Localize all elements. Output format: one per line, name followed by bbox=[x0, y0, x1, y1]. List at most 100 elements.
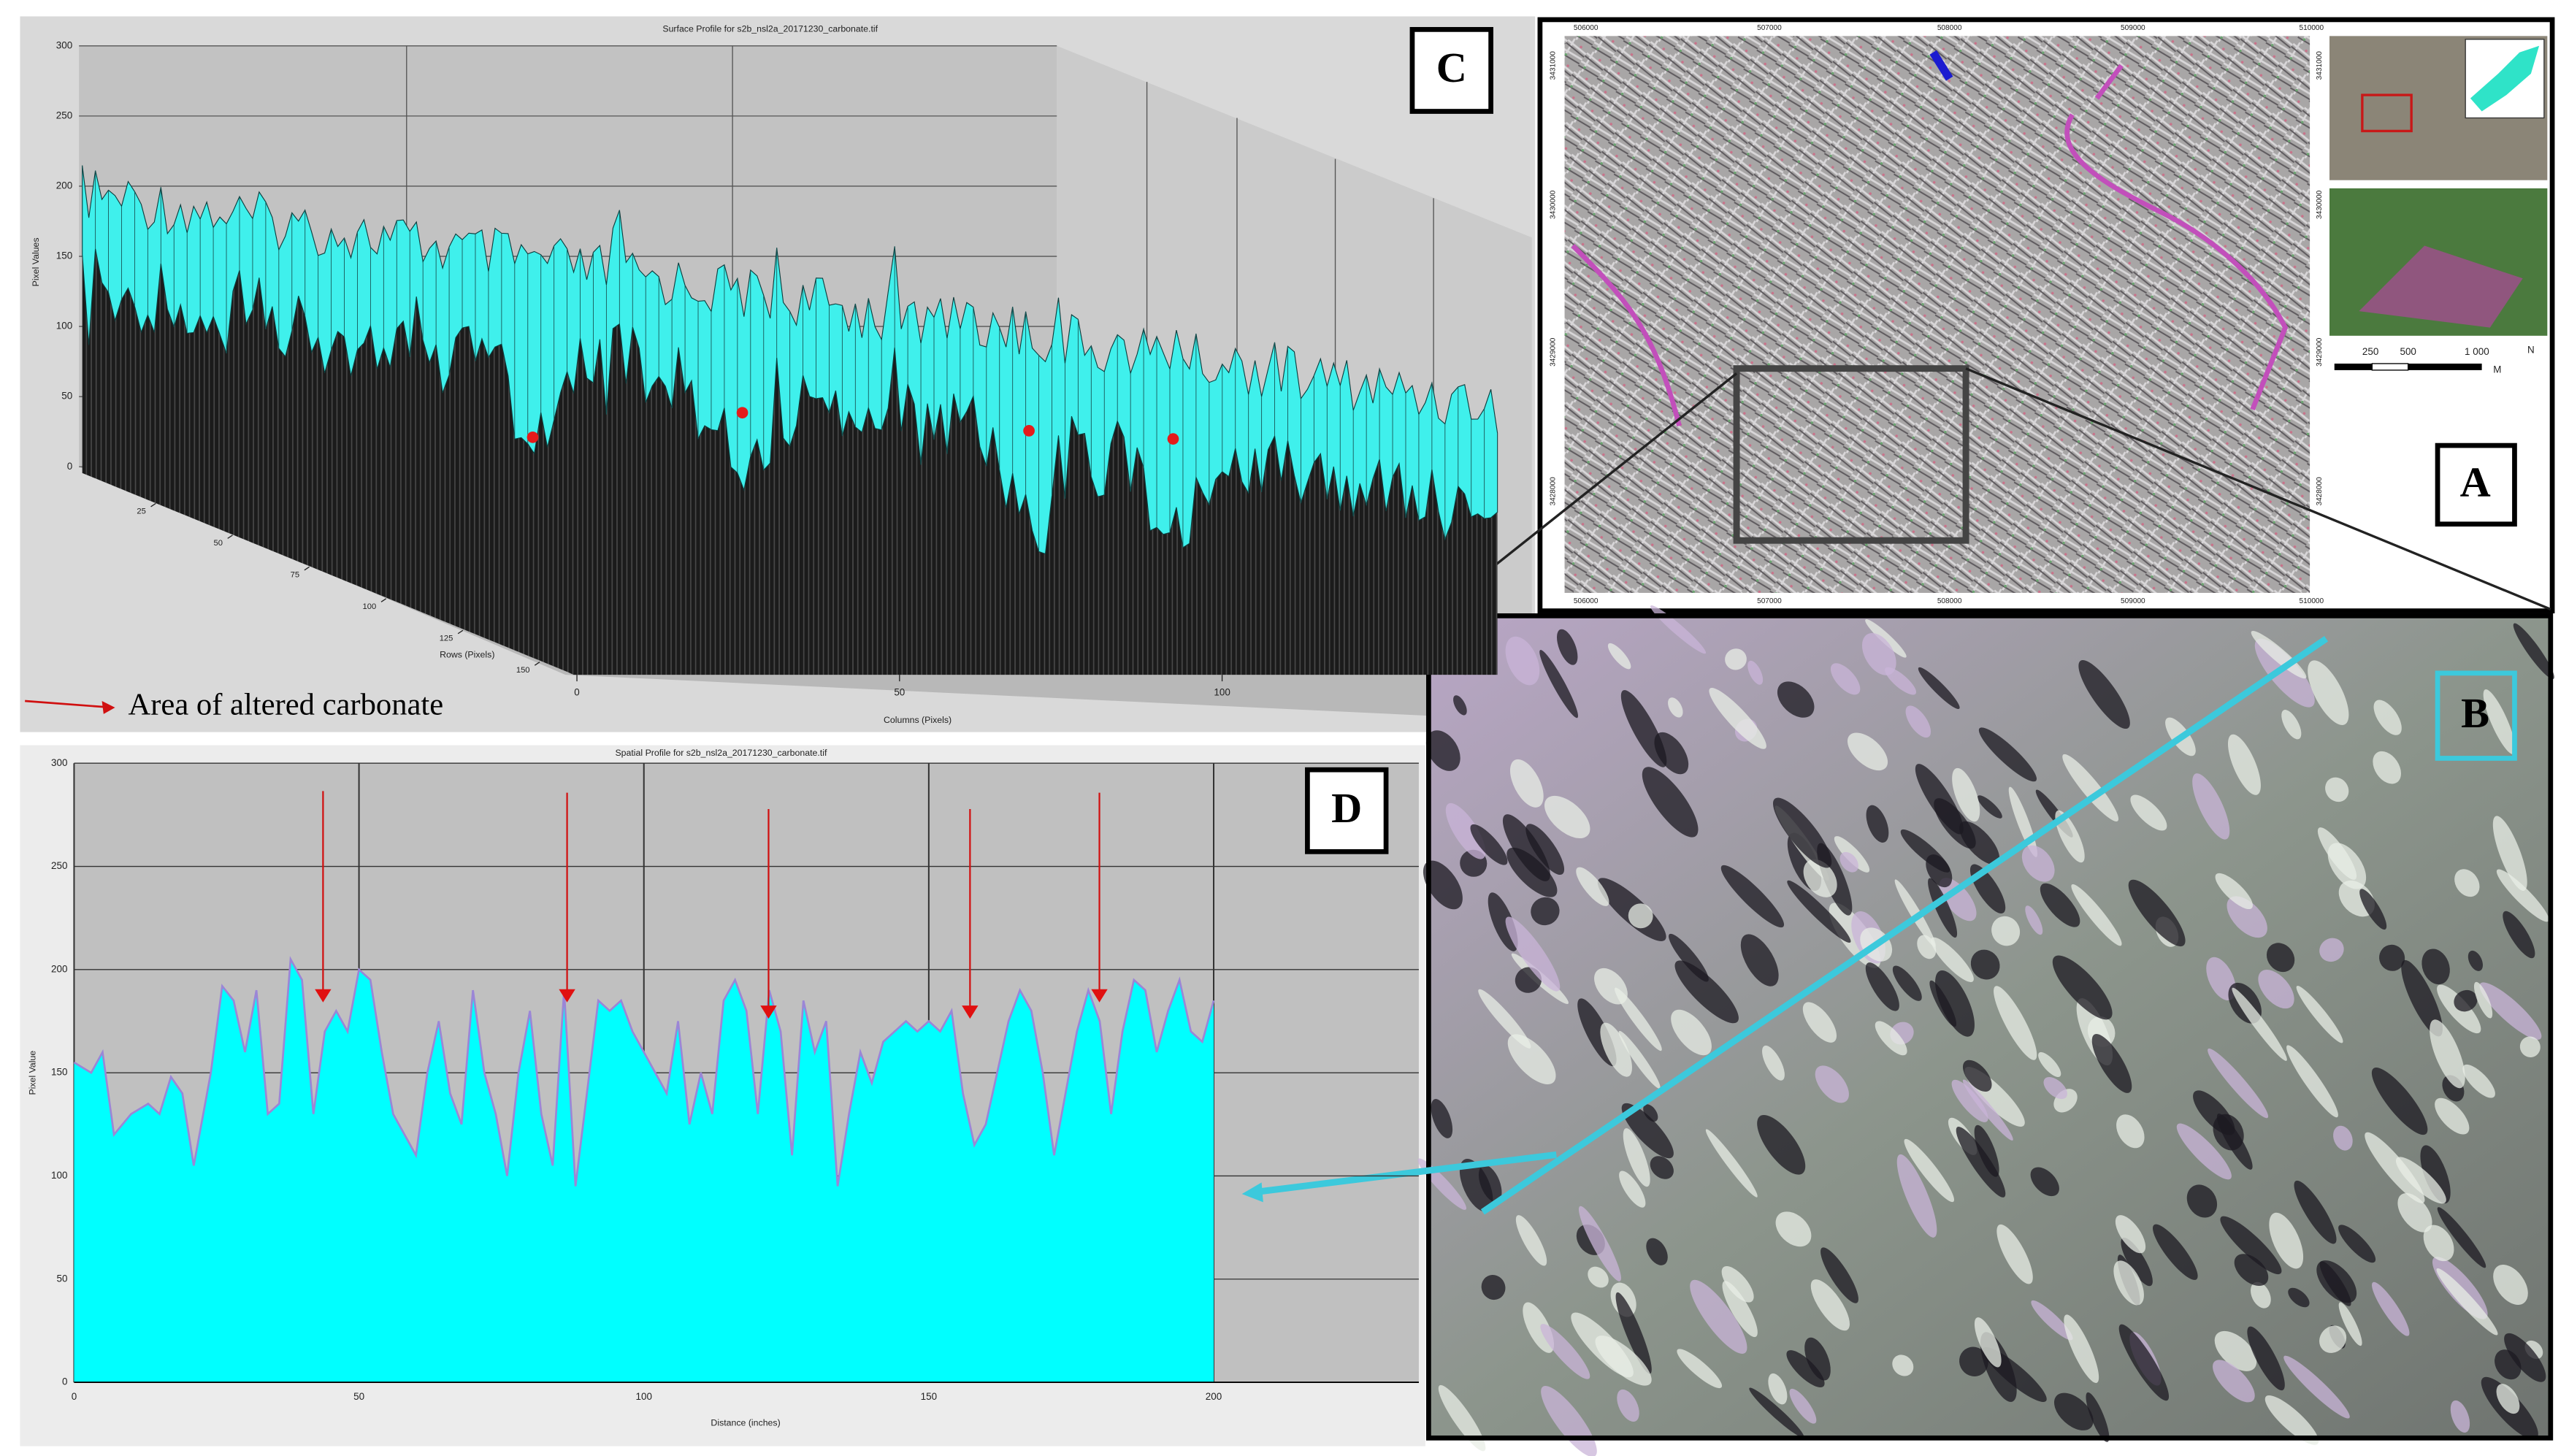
image-frame bbox=[1426, 613, 2554, 1441]
texture-blob bbox=[1438, 1384, 1486, 1452]
zoom-line bbox=[1965, 367, 2551, 610]
texture-blob bbox=[2288, 1287, 2310, 1308]
texture-blob bbox=[2319, 1325, 2347, 1353]
x-tick-label: 100 bbox=[1214, 686, 1230, 697]
texture-blob bbox=[1431, 1099, 1453, 1138]
row-tick bbox=[457, 629, 464, 635]
area-plot: 0 50 100 150 200 250 300 0 50 100 150 200 bbox=[51, 757, 1419, 1402]
texture-blob bbox=[1974, 1124, 1999, 1177]
texture-blob bbox=[1720, 865, 1785, 928]
texture-blob bbox=[2421, 949, 2450, 985]
texture-blob bbox=[1576, 867, 1609, 906]
texture-blob bbox=[1740, 934, 1779, 986]
row-tick-label: 100 bbox=[363, 602, 377, 611]
profile-line bbox=[73, 956, 1215, 1187]
texture-blob bbox=[2462, 1064, 2495, 1098]
texture-blob bbox=[2379, 944, 2405, 971]
texture-blob bbox=[2055, 810, 2085, 863]
texture-blob bbox=[1749, 1387, 1804, 1438]
y-tick-label: 250 bbox=[51, 860, 67, 871]
texture-blob bbox=[2492, 816, 2527, 891]
chart-title: Surface Profile for s2b_nsl2a_20171230_c… bbox=[662, 24, 878, 34]
texture-blob bbox=[1615, 1292, 1652, 1374]
texture-blob bbox=[2128, 879, 2186, 947]
scale-label: 1 000 bbox=[2465, 346, 2489, 357]
texture-blob bbox=[1951, 1079, 1988, 1122]
texture-blob bbox=[2214, 1330, 2257, 1371]
x-tick-label: 0 bbox=[574, 686, 579, 697]
map-feature bbox=[1571, 64, 2289, 426]
texture-blob bbox=[2454, 989, 2478, 1012]
texture-blob bbox=[2483, 689, 2516, 755]
texture-blob bbox=[1628, 903, 1653, 929]
inset-feature bbox=[2359, 245, 2523, 328]
y-tick-label: 50 bbox=[61, 391, 72, 402]
texture-blob bbox=[1588, 1266, 1609, 1288]
texture-blob bbox=[1894, 879, 1936, 947]
panel-label-box bbox=[1305, 767, 1389, 854]
texture-blob bbox=[2115, 1215, 2146, 1254]
row-tick bbox=[380, 598, 387, 602]
map-coordinate: 3431000 bbox=[1550, 51, 1558, 80]
texture-blob bbox=[2450, 1400, 2470, 1433]
texture-blob bbox=[1515, 1215, 1547, 1266]
texture-blob bbox=[2504, 1333, 2546, 1382]
texture-blob bbox=[2319, 938, 2344, 962]
link-arrow bbox=[1252, 1151, 1557, 1196]
texture-blob bbox=[2025, 905, 2043, 935]
texture-blob bbox=[1865, 619, 1907, 658]
texture-blob bbox=[1505, 916, 1561, 992]
texture-blob bbox=[2519, 1036, 2541, 1057]
texture-blob bbox=[1952, 767, 1980, 822]
texture-blob bbox=[2091, 1033, 2132, 1093]
y-axis-label: Pixel Values bbox=[31, 237, 41, 286]
texture-blob bbox=[2496, 1384, 2520, 1414]
y-axis-label: Pixel Value bbox=[28, 1051, 38, 1095]
legend-arrow bbox=[25, 700, 112, 709]
texture-blob bbox=[1861, 632, 1896, 675]
texture-blob bbox=[2325, 777, 2349, 802]
row-tick-label: 125 bbox=[440, 634, 453, 643]
altered-marker bbox=[527, 432, 539, 443]
texture-blob bbox=[2254, 638, 2315, 708]
texture-blob bbox=[2251, 1281, 2271, 1309]
texture-blob bbox=[2319, 1261, 2351, 1306]
texture-blob bbox=[1617, 1389, 1639, 1422]
texture-blob bbox=[2064, 1314, 2099, 1383]
texture-blob bbox=[1892, 1355, 1914, 1376]
texture-blob bbox=[2479, 982, 2542, 1040]
texture-blob bbox=[2153, 1224, 2198, 1280]
row-axis-label: Rows (Pixels) bbox=[440, 649, 494, 659]
texture-blob bbox=[2193, 1090, 2235, 1135]
y-tick-label: 100 bbox=[56, 321, 72, 332]
texture-blob bbox=[1623, 1128, 1650, 1187]
scale-unit: M bbox=[2493, 364, 2501, 375]
row-tick-label: 150 bbox=[516, 666, 530, 675]
texture-blob bbox=[2454, 869, 2480, 897]
texture-blob bbox=[1978, 727, 2037, 782]
x-tick-label: 100 bbox=[636, 1391, 652, 1402]
panel-label: B bbox=[2461, 689, 2489, 737]
texture-blob bbox=[1875, 1021, 1907, 1056]
texture-blob bbox=[1974, 1317, 2002, 1368]
texture-blob bbox=[2513, 623, 2554, 680]
texture-blob bbox=[1505, 636, 1540, 686]
y-tick-label: 100 bbox=[51, 1170, 67, 1181]
y-tick-label: 200 bbox=[56, 180, 72, 191]
texture-blob bbox=[1705, 1129, 1758, 1198]
texture-blob bbox=[2281, 710, 2302, 740]
scale-bar bbox=[2371, 363, 2409, 371]
texture-blob bbox=[1690, 1279, 1747, 1355]
texture-blob bbox=[1935, 970, 1975, 1037]
map-image bbox=[1564, 36, 2310, 593]
north-arrow: N bbox=[2527, 345, 2535, 356]
inset-box bbox=[2361, 93, 2413, 133]
texture-blob bbox=[2296, 986, 2343, 1043]
texture-blob bbox=[2286, 1045, 2338, 1118]
texture-blob bbox=[1674, 960, 1739, 1024]
texture-blob bbox=[1594, 968, 1628, 1005]
texture-blob bbox=[1787, 880, 1851, 943]
map-coordinate: 3430000 bbox=[2316, 190, 2324, 219]
map-coordinate: 510000 bbox=[2300, 597, 2324, 605]
texture-blob bbox=[1757, 1114, 1806, 1175]
